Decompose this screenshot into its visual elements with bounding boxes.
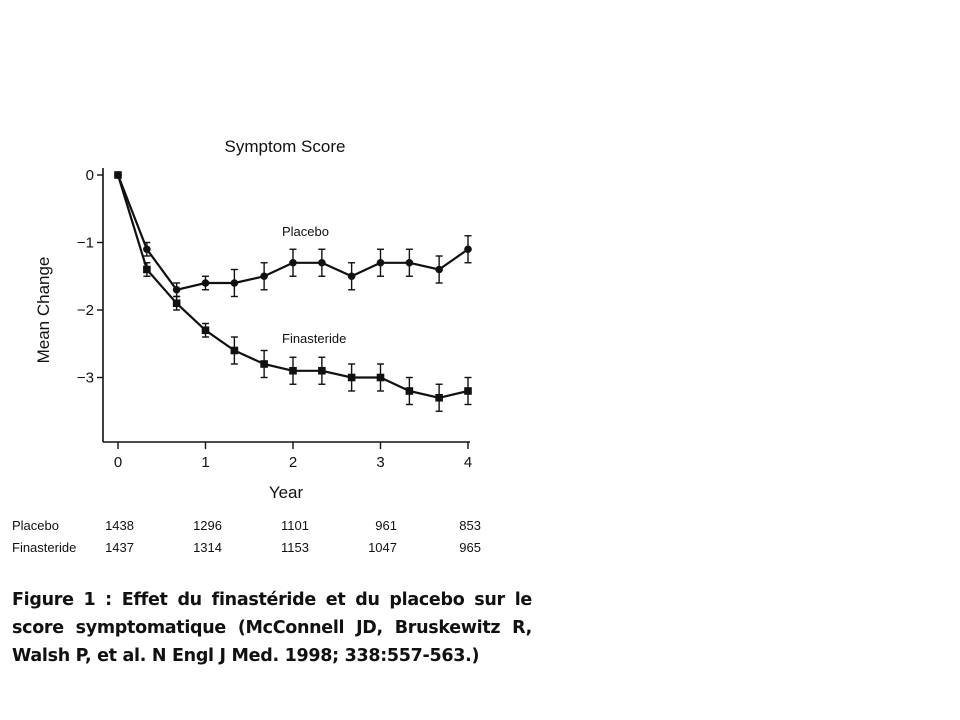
finasteride-point [230,346,239,355]
table-row: Placebo 1438 1296 1101 961 853 [12,518,512,536]
y-axis-label: Mean Change [34,257,53,364]
placebo-point [143,245,151,254]
placebo-point [464,245,472,254]
figure-caption: Figure 1 : Effet du finastéride et du pl… [12,590,532,666]
chart-plot-area: Placebo Finasteride [114,171,472,412]
table-row: Finasteride 1437 1314 1153 1047 965 [12,540,512,558]
finasteride-point [318,366,326,375]
placebo-point [172,285,181,294]
table-cell: 853 [459,518,481,533]
table-cell: 1296 [193,518,222,533]
placebo-point [347,272,356,281]
finasteride-point [376,373,385,382]
table-cell: 1438 [105,518,134,533]
y-tick-label: −2 [77,302,94,319]
placebo-series-label: Placebo [282,224,329,239]
placebo-point [405,258,414,267]
table-cell: 965 [459,540,481,555]
x-tick-label: 3 [376,454,384,471]
placebo-point [435,265,443,274]
table-cell: 1437 [105,540,134,555]
finasteride-series-label: Finasteride [282,331,346,346]
table-cell: 1101 [281,518,309,533]
placebo-point [318,258,326,267]
y-tick-label: −3 [77,370,94,387]
table-cell: 1153 [281,540,309,555]
finasteride-point [347,373,356,382]
placebo-point [201,279,210,287]
finasteride-point [201,326,210,335]
placebo-point [289,258,297,267]
x-tick-label: 0 [114,454,122,471]
finasteride-point [464,387,472,395]
table-row-label: Placebo [12,518,59,533]
chart-axes [102,168,470,443]
chart-ticks: 0 −1 −2 −3 0 1 2 3 4 [77,167,472,471]
placebo-point [260,272,268,281]
finasteride-point [405,387,414,395]
table-cell: 1047 [368,540,397,555]
finasteride-point [143,265,151,274]
y-tick-label: −1 [77,235,94,252]
y-tick-label: 0 [86,167,94,184]
x-tick-label: 4 [464,454,472,471]
finasteride-point [172,299,181,308]
x-axis-label: Year [269,483,304,502]
finasteride-point [260,360,268,368]
placebo-point [230,279,239,287]
x-tick-label: 1 [201,454,209,471]
finasteride-point [114,171,122,179]
table-cell: 1314 [193,540,222,555]
x-tick-label: 2 [289,454,297,471]
finasteride-point [435,393,443,402]
table-cell: 961 [375,518,397,533]
chart-title: Symptom Score [225,137,346,156]
finasteride-point [289,366,297,375]
table-row-label: Finasteride [12,540,77,555]
placebo-point [376,258,385,267]
